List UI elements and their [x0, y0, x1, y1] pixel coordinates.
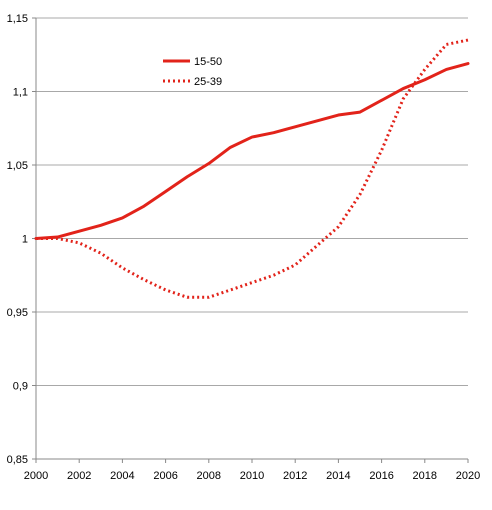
y-tick-label: 0,95 — [7, 307, 28, 319]
y-tick-label: 1,05 — [7, 160, 28, 172]
series-line-15-50 — [34, 62, 470, 240]
x-tick-labels: 2000 2002 2004 2006 2008 2010 2012 2014 2016 2018… — [24, 470, 480, 482]
legend-label-25-39: 25-39 — [194, 76, 222, 88]
x-tick-label: 2006 — [153, 470, 177, 482]
y-tick-label: 1,1 — [13, 87, 28, 99]
x-tick-label: 2004 — [110, 470, 134, 482]
y-tick-label: 1 — [22, 234, 28, 246]
x-tick-label: 2012 — [283, 470, 307, 482]
x-tick-label: 2020 — [456, 470, 480, 482]
x-tick-label: 2010 — [240, 470, 264, 482]
y-tick-label: 0,85 — [7, 454, 28, 466]
x-tick-label: 2016 — [369, 470, 393, 482]
legend: 15-50 25-39 — [163, 56, 222, 88]
gridlines — [32, 17, 469, 463]
x-tick-label: 2018 — [413, 470, 437, 482]
x-tick-label: 2002 — [67, 470, 91, 482]
x-tick-label: 2000 — [24, 470, 48, 482]
series-lines — [34, 38, 470, 299]
x-tick-label: 2008 — [197, 470, 221, 482]
x-tick-label: 2014 — [326, 470, 350, 482]
legend-label-15-50: 15-50 — [194, 56, 222, 68]
y-tick-labels: 0,85 0,9 0,95 1 1,05 1,1 1,15 — [7, 13, 28, 466]
y-tick-label: 0,9 — [13, 381, 28, 393]
y-tick-label: 1,15 — [7, 13, 28, 25]
series-line-25-39 — [36, 38, 469, 299]
